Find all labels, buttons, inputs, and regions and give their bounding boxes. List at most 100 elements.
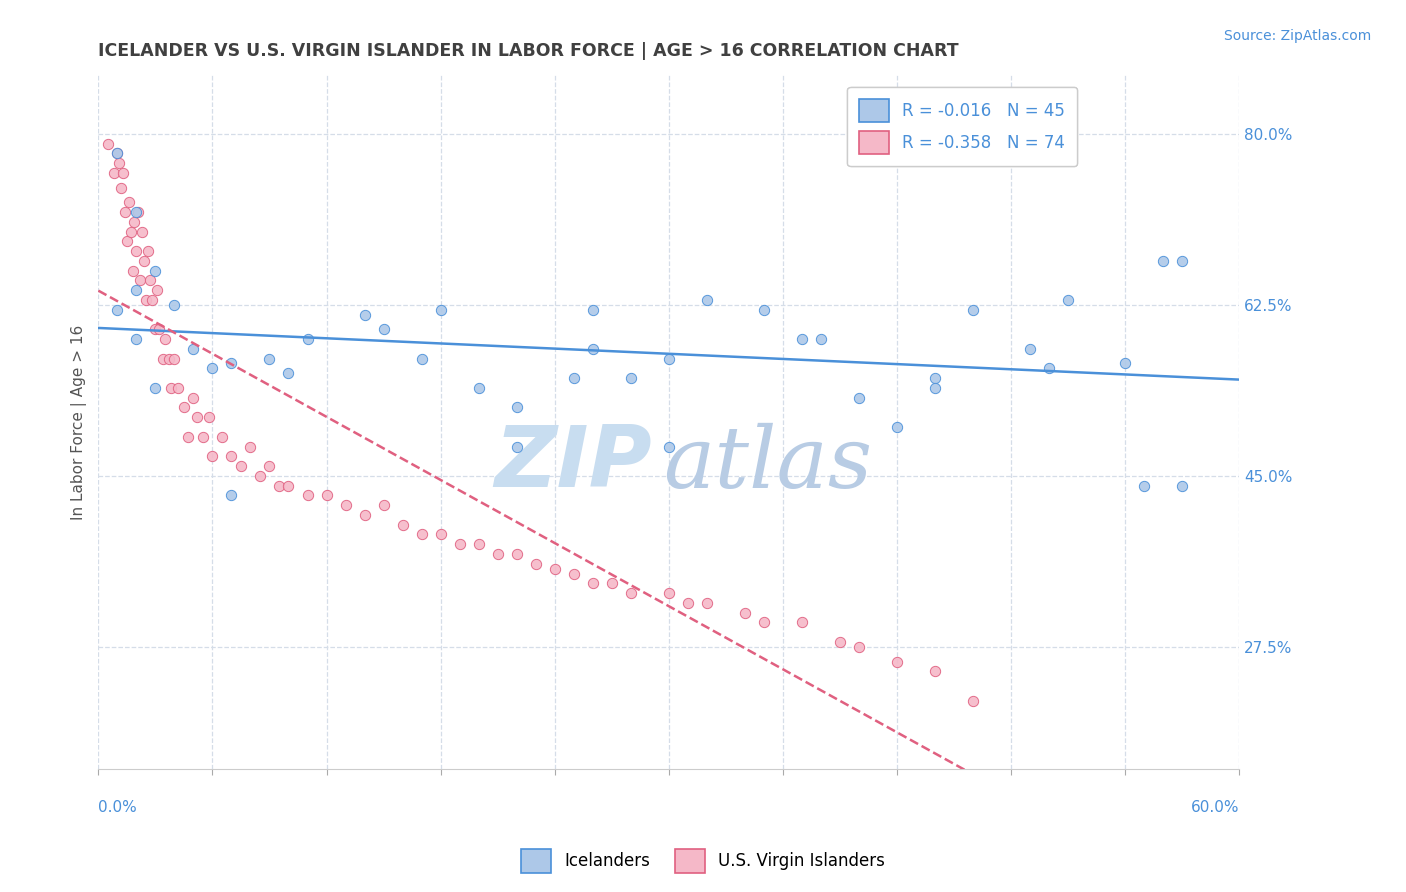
Point — [267, 478, 290, 492]
Point — [145, 381, 167, 395]
Y-axis label: In Labor Force | Age > 16: In Labor Force | Age > 16 — [72, 325, 87, 520]
Point — [1114, 356, 1136, 370]
Point — [159, 381, 181, 395]
Point — [221, 356, 243, 370]
Point — [191, 430, 214, 444]
Point — [544, 562, 567, 576]
Point — [696, 596, 718, 610]
Point — [297, 488, 319, 502]
Point — [121, 263, 143, 277]
Point — [1133, 478, 1156, 492]
Point — [127, 205, 149, 219]
Point — [129, 273, 152, 287]
Point — [277, 366, 299, 380]
Point — [135, 293, 157, 307]
Point — [152, 351, 174, 366]
Point — [201, 361, 224, 376]
Point — [658, 440, 681, 454]
Point — [1152, 253, 1174, 268]
Point — [391, 517, 413, 532]
Point — [924, 665, 946, 679]
Point — [429, 302, 451, 317]
Point — [105, 146, 128, 161]
Point — [1171, 478, 1194, 492]
Point — [505, 401, 527, 415]
Point — [411, 351, 433, 366]
Point — [752, 615, 775, 630]
Point — [658, 351, 681, 366]
Point — [221, 488, 243, 502]
Point — [115, 235, 138, 249]
Point — [315, 488, 337, 502]
Point — [132, 253, 155, 268]
Point — [353, 508, 375, 522]
Point — [449, 537, 471, 551]
Text: 60.0%: 60.0% — [1191, 799, 1239, 814]
Point — [211, 430, 233, 444]
Point — [136, 244, 159, 258]
Point — [148, 322, 170, 336]
Point — [962, 693, 984, 707]
Point — [790, 332, 813, 346]
Point — [524, 557, 547, 571]
Point — [505, 547, 527, 561]
Point — [1057, 293, 1080, 307]
Point — [373, 498, 395, 512]
Text: atlas: atlas — [664, 423, 872, 505]
Point — [112, 166, 135, 180]
Point — [486, 547, 509, 561]
Point — [249, 468, 271, 483]
Point — [411, 527, 433, 541]
Point — [103, 166, 125, 180]
Text: ICELANDER VS U.S. VIRGIN ISLANDER IN LABOR FORCE | AGE > 16 CORRELATION CHART: ICELANDER VS U.S. VIRGIN ISLANDER IN LAB… — [98, 42, 959, 60]
Point — [562, 566, 585, 581]
Point — [183, 342, 205, 356]
Point — [676, 596, 699, 610]
Point — [141, 293, 163, 307]
Point — [125, 332, 148, 346]
Point — [297, 332, 319, 346]
Point — [173, 401, 195, 415]
Point — [335, 498, 357, 512]
Point — [105, 146, 128, 161]
Point — [620, 371, 643, 385]
Point — [810, 332, 832, 346]
Point — [163, 351, 186, 366]
Point — [145, 322, 167, 336]
Point — [848, 391, 870, 405]
Point — [600, 576, 623, 591]
Point — [97, 136, 120, 151]
Point — [163, 298, 186, 312]
Text: 0.0%: 0.0% — [98, 799, 138, 814]
Text: ZIP: ZIP — [494, 422, 651, 505]
Point — [259, 351, 281, 366]
Point — [201, 450, 224, 464]
Point — [562, 371, 585, 385]
Point — [467, 381, 489, 395]
Point — [924, 371, 946, 385]
Point — [429, 527, 451, 541]
Point — [790, 615, 813, 630]
Point — [118, 195, 141, 210]
Point — [131, 225, 153, 239]
Point — [924, 381, 946, 395]
Point — [229, 459, 252, 474]
Point — [138, 273, 160, 287]
Point — [145, 263, 167, 277]
Point — [120, 225, 142, 239]
Point — [157, 351, 180, 366]
Point — [752, 302, 775, 317]
Point — [658, 586, 681, 600]
Point — [124, 215, 146, 229]
Point — [105, 302, 128, 317]
Point — [353, 308, 375, 322]
Point — [153, 332, 176, 346]
Legend: R = -0.016   N = 45, R = -0.358   N = 74: R = -0.016 N = 45, R = -0.358 N = 74 — [848, 87, 1077, 166]
Point — [1019, 342, 1042, 356]
Point — [125, 205, 148, 219]
Point — [582, 576, 605, 591]
Point — [1038, 361, 1060, 376]
Point — [183, 391, 205, 405]
Point — [734, 606, 756, 620]
Point — [239, 440, 262, 454]
